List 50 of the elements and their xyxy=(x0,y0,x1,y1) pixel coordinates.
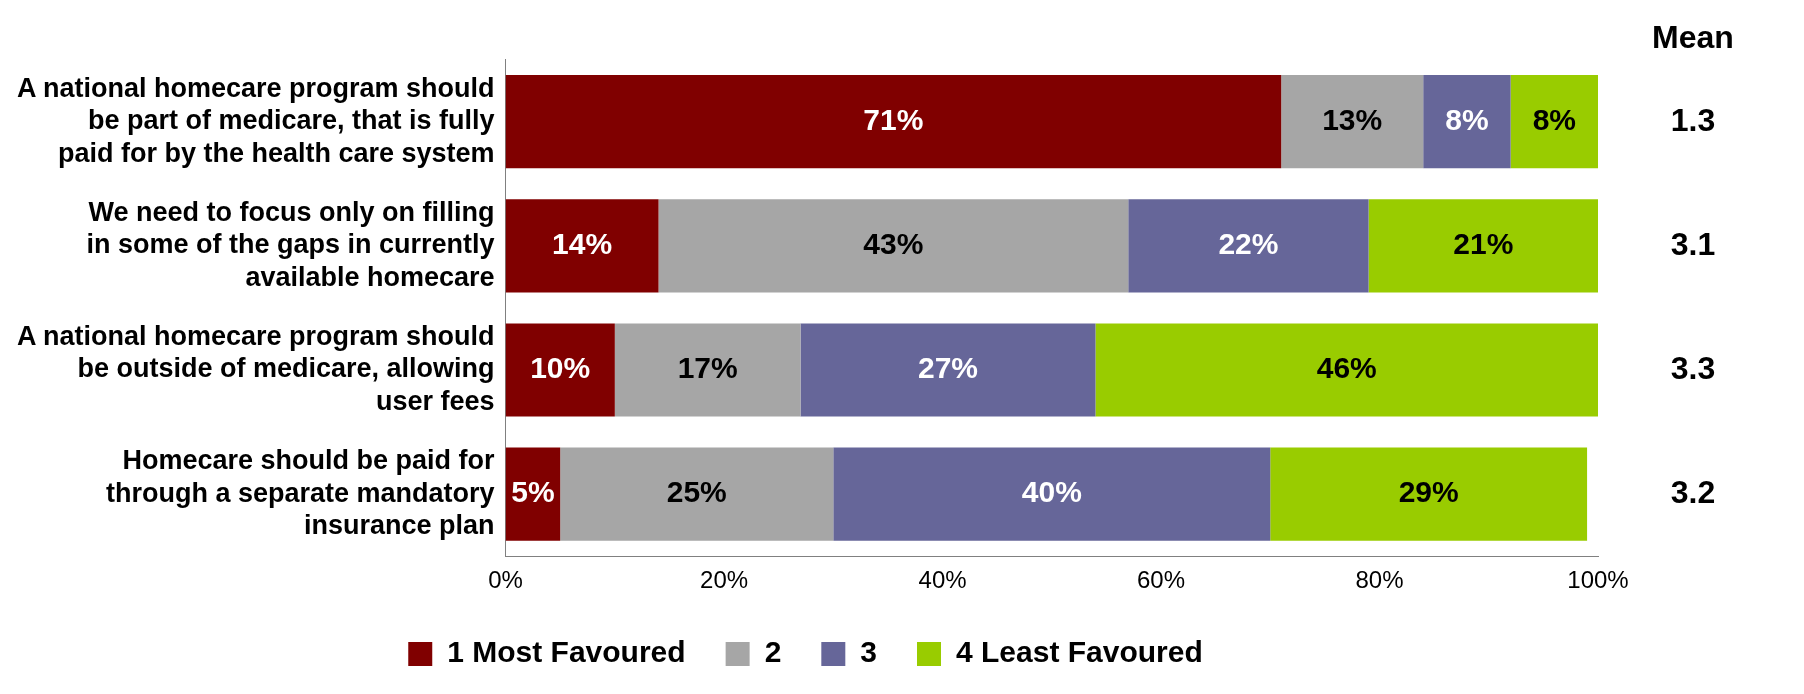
data-label: 27% xyxy=(917,351,979,385)
x-tick-label: 80% xyxy=(1355,566,1404,594)
data-label: 71% xyxy=(863,102,924,136)
text: 3.3 xyxy=(1670,349,1716,386)
text: 3.2 xyxy=(1670,473,1716,510)
data-label: 8% xyxy=(1445,102,1489,136)
bar xyxy=(1095,323,1598,417)
bar xyxy=(833,447,1271,541)
bar xyxy=(1510,75,1598,169)
data-label: 46% xyxy=(1316,351,1377,385)
text: 1.3 xyxy=(1670,101,1716,138)
legend-label: 1 Most Favoured xyxy=(447,635,686,669)
bar xyxy=(505,75,1282,169)
legend-label: 2 xyxy=(764,635,782,669)
data-label: 10% xyxy=(530,351,591,385)
bar xyxy=(1423,75,1511,169)
bar xyxy=(1281,75,1424,169)
x-tick-label: 60% xyxy=(1137,566,1186,594)
bar xyxy=(560,447,834,541)
data-label: 22% xyxy=(1218,227,1279,261)
legend-label: 3 xyxy=(860,635,877,669)
bar xyxy=(1368,199,1598,293)
y-tick-label: Homecare should be paid for through a separate mandatory insurance plan xyxy=(105,445,496,540)
x-tick-label: 0% xyxy=(488,566,523,594)
y-tick-label: A national homecare program should be outside of medicare, allowing user fees xyxy=(17,321,495,416)
data-label: 21% xyxy=(1453,227,1514,261)
data-label: 43% xyxy=(863,227,924,261)
legend-label: 4 Least Favoured xyxy=(956,635,1203,669)
data-label: 5% xyxy=(511,475,555,509)
bar xyxy=(614,323,801,417)
data-label: 17% xyxy=(677,351,738,385)
x-tick-label: 20% xyxy=(700,566,749,594)
bar xyxy=(505,323,615,417)
data-label: 8% xyxy=(1532,102,1576,136)
x-tick-label: 40% xyxy=(918,566,967,594)
data-label: 29% xyxy=(1398,475,1459,509)
data-label: 14% xyxy=(552,227,613,261)
bar xyxy=(800,323,1096,417)
y-tick-label: A national homecare program should be part of medicare, that is fully paid for by the health care system xyxy=(17,72,495,168)
bar xyxy=(1128,199,1369,293)
data-label: 25% xyxy=(666,475,727,509)
y-tick-label: We need to focus only on filling in some of the gaps in currently available homecare xyxy=(86,196,495,292)
text: 3.1 xyxy=(1670,225,1716,262)
data-label: 13% xyxy=(1322,102,1383,136)
x-tick-label: 100% xyxy=(1567,566,1629,594)
bar xyxy=(658,199,1129,293)
data-label: 40% xyxy=(1021,475,1082,509)
text: Mean xyxy=(1652,19,1734,56)
bar xyxy=(505,199,659,293)
bar xyxy=(1270,447,1588,541)
